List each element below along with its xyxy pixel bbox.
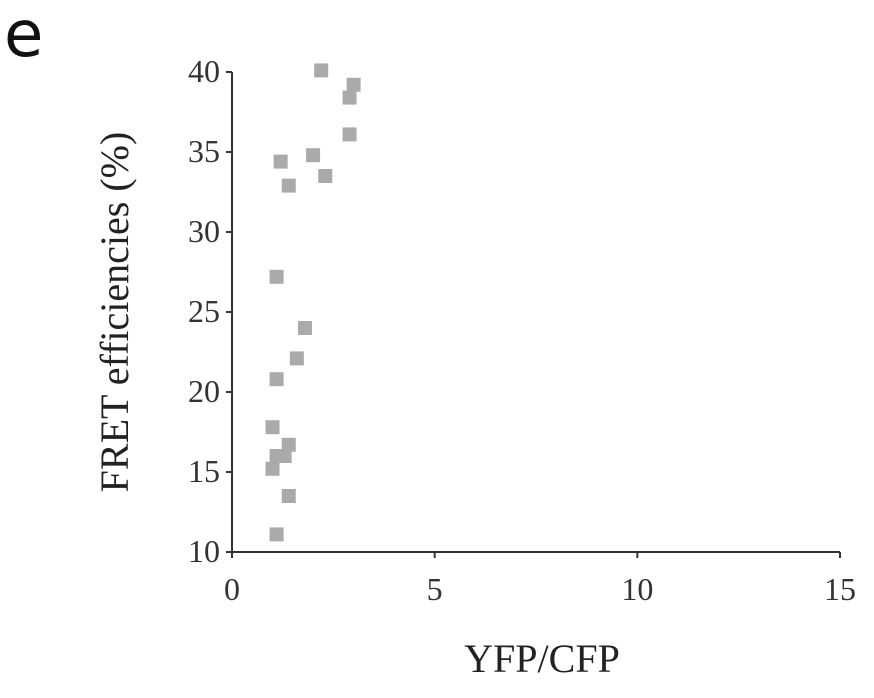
data-point-5 [273,154,288,169]
data-point-15 [277,449,292,463]
data-point-7 [281,178,296,193]
x-tick-label: 5 [427,571,443,607]
data-point-10 [289,351,304,366]
data-point-11 [269,372,284,387]
y-tick-label: 25 [188,293,220,329]
data-point-3 [342,127,357,142]
x-axis-title: YFP/CFP [464,636,620,681]
data-point-4 [306,148,321,163]
data-point-8 [269,269,284,284]
data-point-16 [265,461,280,476]
x-tick-label: 15 [824,571,856,607]
y-tick-label: 40 [188,53,220,89]
data-point-0 [314,63,329,78]
panel-label: e [4,0,43,72]
y-tick-label: 20 [188,373,220,409]
data-point-2 [342,90,357,105]
y-tick-label: 10 [188,533,220,569]
y-axis-title: FRET efficiencies (%) [92,132,137,493]
x-tick-label: 0 [224,571,240,607]
y-tick-label: 30 [188,213,220,249]
data-point-13 [281,437,296,452]
data-points [265,63,361,542]
data-point-6 [318,169,333,183]
x-tick-label: 10 [621,571,653,607]
data-point-1 [346,77,361,92]
data-point-18 [269,527,284,542]
x-ticks: 0 5 10 15 [224,552,856,607]
axes [231,72,840,553]
y-ticks: 10 15 20 25 30 35 40 [188,53,232,569]
data-point-17 [281,489,296,503]
data-point-9 [297,321,312,335]
data-point-12 [265,420,280,435]
y-tick-label: 35 [188,133,220,169]
y-tick-label: 15 [188,453,220,489]
